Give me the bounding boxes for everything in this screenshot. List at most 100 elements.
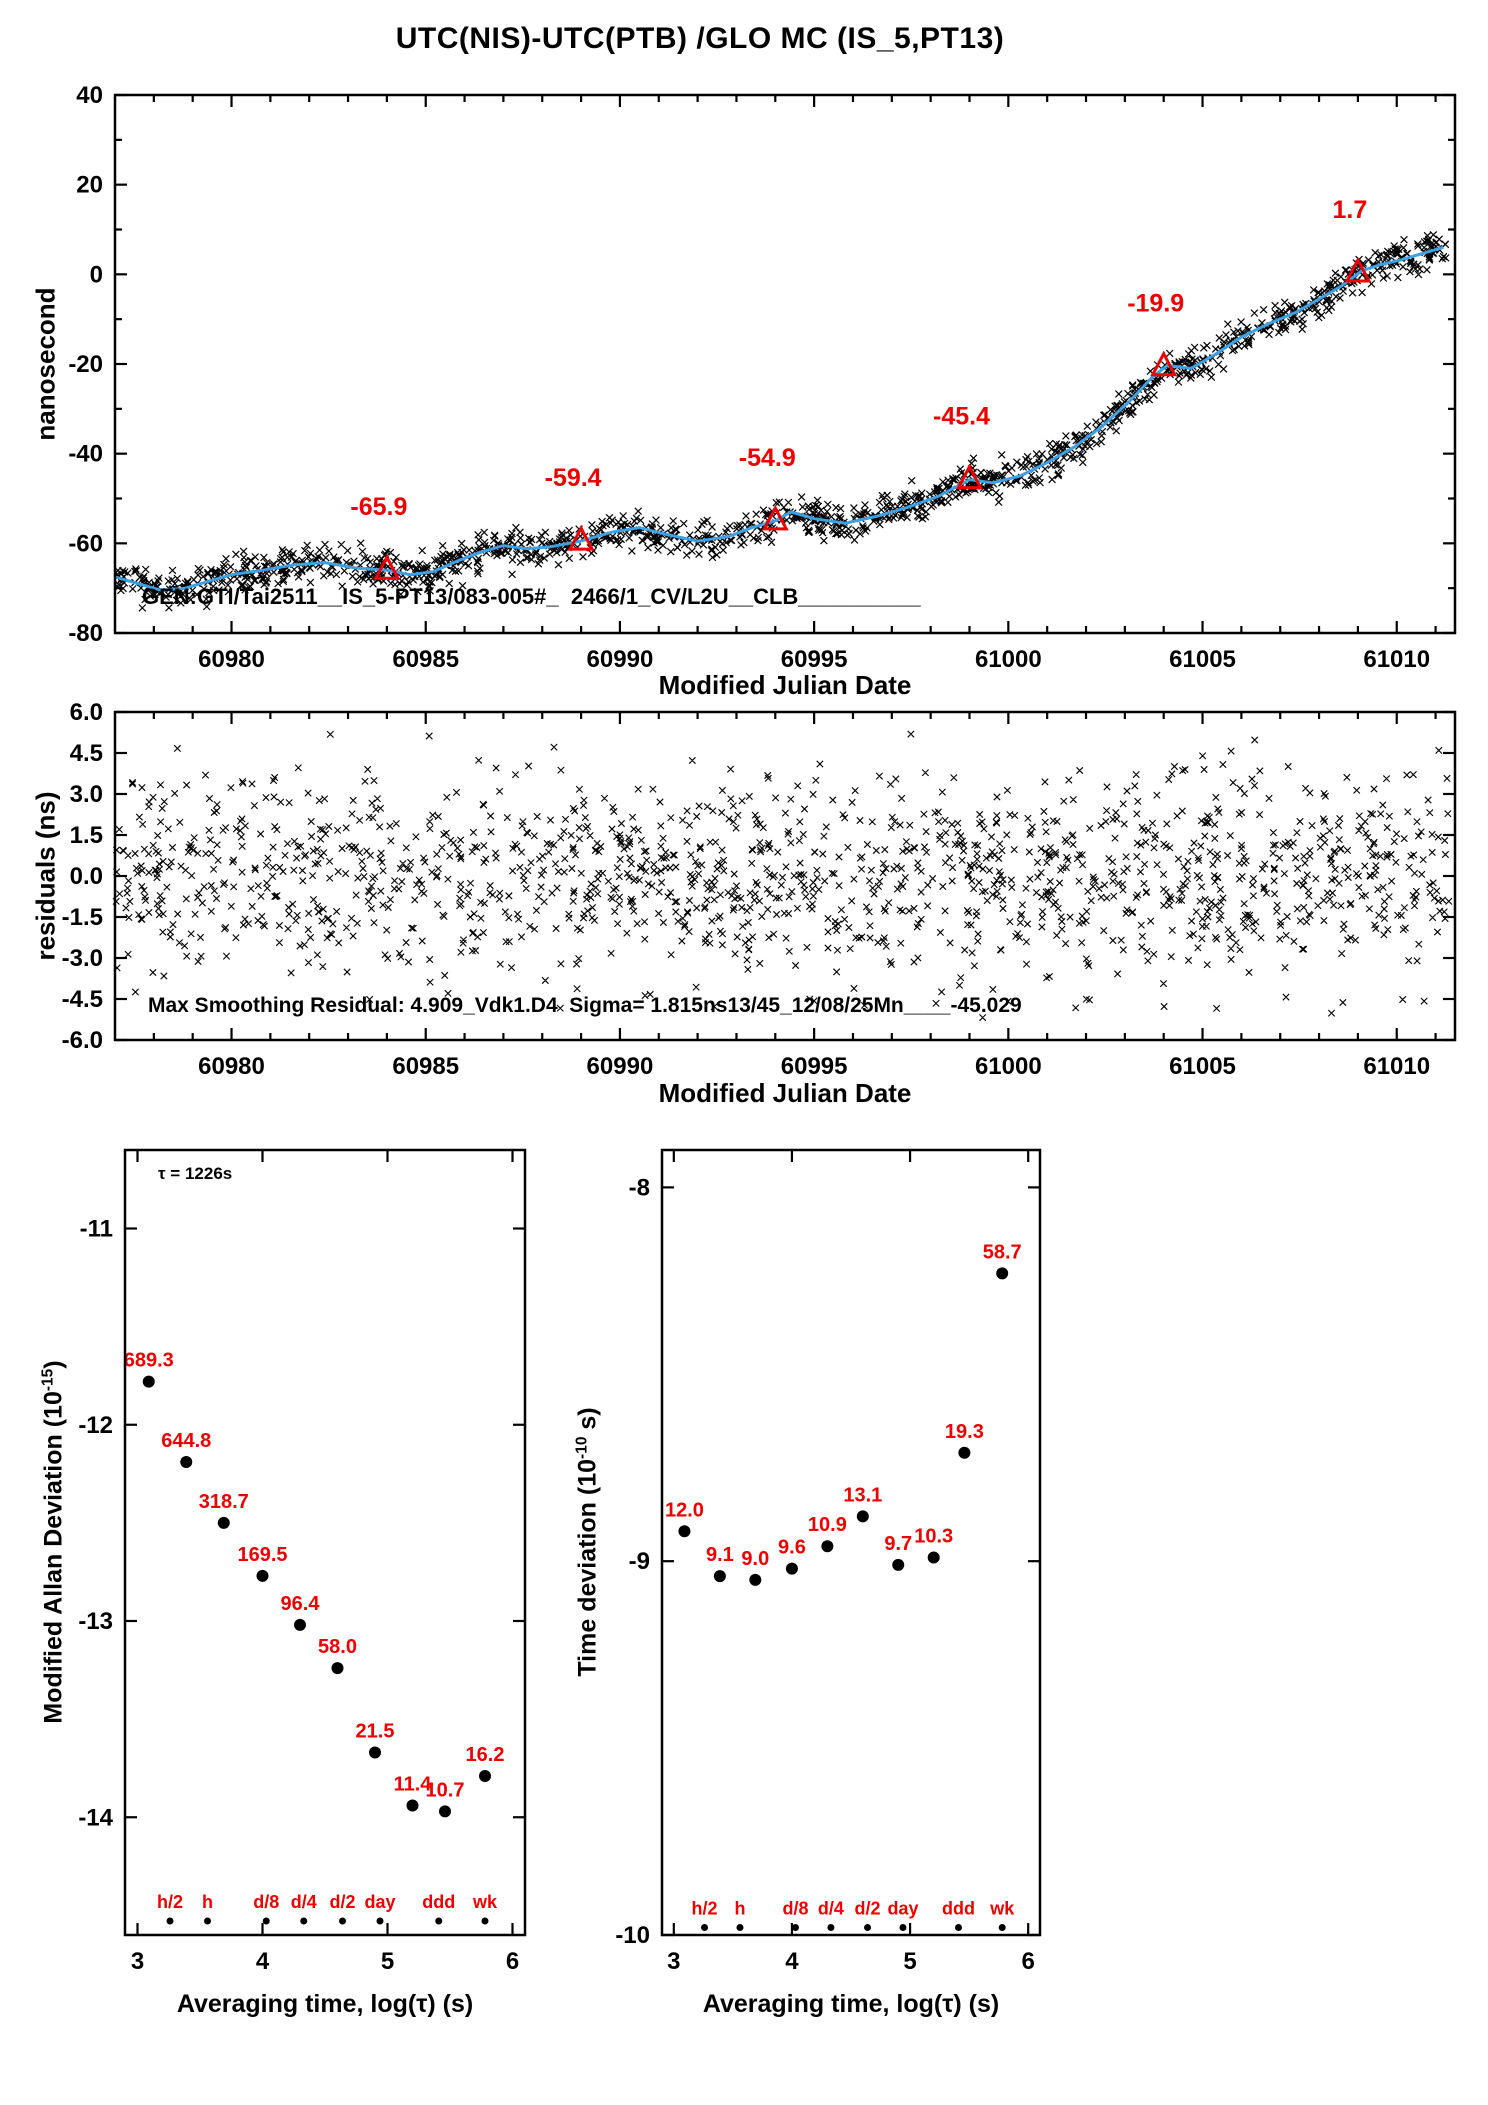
svg-text:-9: -9 (629, 1548, 650, 1575)
svg-text:96.4: 96.4 (281, 1593, 321, 1615)
svg-text:58.7: 58.7 (983, 1241, 1022, 1263)
mdev-panel: 689.3 644.8 318.7 169.5 96.4 58.0 21.5 11.410.7… (78, 1148, 527, 1975)
svg-text:4: 4 (785, 1948, 799, 1975)
svg-text:10.7: 10.7 (426, 1779, 465, 1801)
y-axis-label-mdev-exponent: -15 (39, 1368, 57, 1392)
svg-text:0: 0 (90, 261, 103, 288)
svg-text:21.5: 21.5 (356, 1720, 395, 1742)
svg-text:6: 6 (506, 1948, 519, 1975)
y-axis-label-mdev-text: Modified Allan Deviation (10 (39, 1391, 68, 1724)
svg-text:318.7: 318.7 (199, 1491, 249, 1513)
y-axis-label-tdev-text: Time deviation (10 (573, 1458, 602, 1677)
svg-text:-8: -8 (629, 1174, 650, 1201)
svg-text:-14: -14 (78, 1804, 113, 1831)
svg-text:d/2: d/2 (329, 1892, 355, 1912)
y-axis-label-residuals: residuals (ns) (30, 791, 61, 961)
y-axis-label-tdev-close: s) (573, 1407, 602, 1437)
svg-text:-65.9: -65.9 (350, 493, 407, 521)
svg-text:d/2: d/2 (855, 1899, 881, 1919)
svg-text:61000: 61000 (975, 1053, 1042, 1080)
svg-text:689.3: 689.3 (124, 1350, 174, 1372)
svg-text:58.0: 58.0 (318, 1636, 357, 1658)
svg-text:61005: 61005 (1169, 1053, 1236, 1080)
svg-text:6.0: 6.0 (70, 699, 103, 726)
svg-text:13.1: 13.1 (843, 1484, 882, 1506)
tdev-axes: 3 4 5 6 -8 -9 -10 (615, 1148, 1042, 1975)
svg-text:12.0: 12.0 (665, 1499, 704, 1521)
svg-text:11.4: 11.4 (394, 1773, 433, 1795)
svg-text:-59.4: -59.4 (545, 464, 602, 492)
svg-text:5: 5 (381, 1948, 394, 1975)
svg-text:60990: 60990 (587, 1053, 654, 1080)
svg-text:60995: 60995 (781, 1053, 848, 1080)
svg-text:20: 20 (76, 172, 103, 199)
calibration-markers: -65.9 -59.4 -54.9 -45.4 -19.9 1.7 (350, 196, 1372, 580)
svg-text:60980: 60980 (198, 1053, 265, 1080)
svg-text:61010: 61010 (1363, 646, 1430, 673)
svg-text:-3.0: -3.0 (62, 945, 103, 972)
svg-text:d/4: d/4 (818, 1899, 844, 1919)
svg-text:-1.5: -1.5 (62, 904, 103, 931)
svg-text:60995: 60995 (781, 646, 848, 673)
svg-text:day: day (364, 1892, 395, 1912)
y-axis-label-tdev-exponent: -10 (573, 1436, 591, 1459)
svg-text:wk: wk (472, 1892, 498, 1912)
svg-text:h/2: h/2 (692, 1899, 718, 1919)
y-axis-label-mdev-close: ) (39, 1360, 68, 1369)
svg-text:-45.4: -45.4 (933, 403, 990, 431)
mdev-axes: 3 4 5 6 -11 -12 -13 -14 (78, 1148, 527, 1975)
svg-text:1.5: 1.5 (70, 822, 103, 849)
x-axis-label-avgtime-right: Averaging time, log(τ) (s) (702, 1990, 1000, 2018)
phase-axes: 60980 60985 60990 60995 61000 61005 61010 40 20 0… (68, 82, 1457, 673)
svg-text:-80: -80 (68, 620, 103, 647)
svg-text:3: 3 (131, 1948, 144, 1975)
tau-annotation: τ = 1226s (158, 1164, 233, 1183)
x-axis-label-mjd-middle: Modified Julian Date (658, 1078, 912, 1108)
svg-text:-20: -20 (68, 351, 103, 378)
svg-text:-19.9: -19.9 (1127, 290, 1184, 318)
svg-text:61005: 61005 (1169, 646, 1236, 673)
svg-text:40: 40 (76, 82, 103, 109)
svg-text:9.7: 9.7 (884, 1533, 912, 1555)
svg-text:h: h (202, 1892, 213, 1912)
svg-text:61010: 61010 (1363, 1053, 1430, 1080)
svg-text:-60: -60 (68, 530, 103, 557)
svg-text:9.1: 9.1 (706, 1544, 734, 1566)
svg-text:d/8: d/8 (782, 1899, 808, 1919)
svg-text:10.3: 10.3 (914, 1525, 953, 1547)
svg-text:5: 5 (903, 1948, 916, 1975)
y-axis-label-tdev: Time deviation (10-10 s) (573, 1407, 602, 1676)
residuals-annotation-smoothing: Max Smoothing Residual: 4.909_Vdk1.D4 Si… (148, 994, 1022, 1017)
svg-text:60980: 60980 (198, 646, 265, 673)
svg-text:-6.0: -6.0 (62, 1027, 103, 1054)
svg-text:4.5: 4.5 (70, 740, 103, 767)
svg-text:ddd: ddd (942, 1899, 975, 1919)
phase-annotation-link-id: GEN:GTI/Tai2511__IS_5-PT13/083-005#_ 246… (142, 584, 921, 609)
svg-text:-54.9: -54.9 (739, 444, 796, 472)
averaging-period-labels: h/2 h d/8 d/4 d/2 day ddd wk (692, 1899, 1015, 1932)
svg-text:16.2: 16.2 (466, 1744, 505, 1766)
svg-text:61000: 61000 (975, 646, 1042, 673)
svg-text:d/4: d/4 (291, 1892, 317, 1912)
svg-text:-13: -13 (78, 1608, 113, 1635)
svg-text:4: 4 (256, 1948, 270, 1975)
averaging-period-labels: h/2 h d/8 d/4 d/2 day ddd wk (157, 1892, 498, 1925)
tdev-panel: 12.09.1 9.09.610.913.19.7 10.319.358.7h/2 h… (615, 1148, 1042, 1975)
svg-text:60990: 60990 (587, 646, 654, 673)
svg-text:3.0: 3.0 (70, 781, 103, 808)
svg-text:-40: -40 (68, 441, 103, 468)
svg-text:3: 3 (667, 1948, 680, 1975)
svg-text:-11: -11 (80, 1216, 113, 1243)
x-axis-label-avgtime-left: Averaging time, log(τ) (s) (176, 1990, 474, 2018)
svg-text:-10: -10 (615, 1922, 650, 1949)
svg-text:60985: 60985 (392, 1053, 459, 1080)
svg-text:1.7: 1.7 (1333, 196, 1368, 224)
chart-title: UTC(NIS)-UTC(PTB) /GLO MC (IS_5,PT13) (395, 22, 1005, 55)
svg-text:0.0: 0.0 (70, 863, 103, 890)
residuals-panel: 60980 60985 60990 60995 61000 61005 61010 6.0 4.… (62, 699, 1457, 1080)
svg-text:169.5: 169.5 (237, 1544, 287, 1566)
svg-text:-4.5: -4.5 (62, 986, 103, 1013)
svg-text:9.0: 9.0 (741, 1548, 769, 1570)
